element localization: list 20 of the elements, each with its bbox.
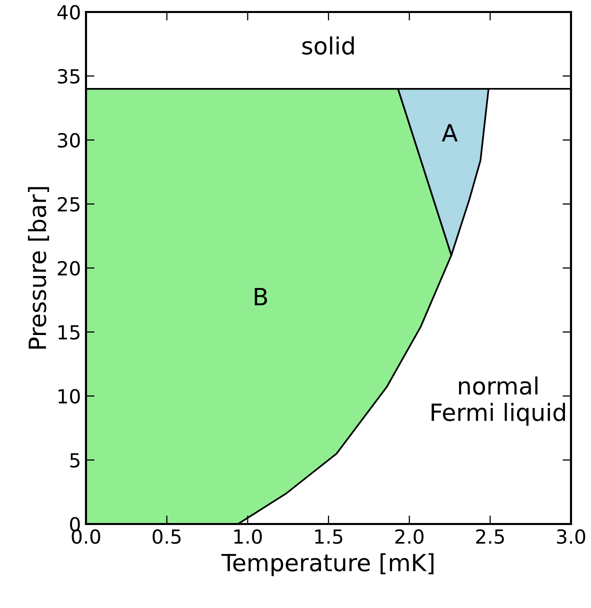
y-tick-label: 20 <box>58 260 80 276</box>
y-axis-title: Pressure [bar] <box>28 187 50 349</box>
x-tick-label: 3.0 <box>557 529 586 544</box>
y-tick-label: 5 <box>70 453 80 468</box>
x-tick-label: 2.0 <box>395 529 424 544</box>
y-tick-label: 10 <box>58 388 80 404</box>
x-tick-label: 1.5 <box>315 529 342 544</box>
annotation: A <box>442 124 458 142</box>
y-tick-label: 35 <box>58 68 80 84</box>
y-tick-label: 30 <box>58 132 80 148</box>
y-tick-label: 15 <box>58 325 80 340</box>
y-tick-label: 25 <box>58 196 80 212</box>
x-axis-title: Temperature [mK] <box>221 553 434 576</box>
annotation: solid <box>302 36 354 55</box>
annotation: normal Fermi liquid <box>432 376 565 426</box>
annotation: B <box>254 288 268 306</box>
x-tick-label: 2.5 <box>476 529 504 544</box>
x-tick-label: 0.5 <box>152 529 181 544</box>
x-tick-label: 1.0 <box>234 529 262 544</box>
y-tick-label: 40 <box>57 4 80 20</box>
